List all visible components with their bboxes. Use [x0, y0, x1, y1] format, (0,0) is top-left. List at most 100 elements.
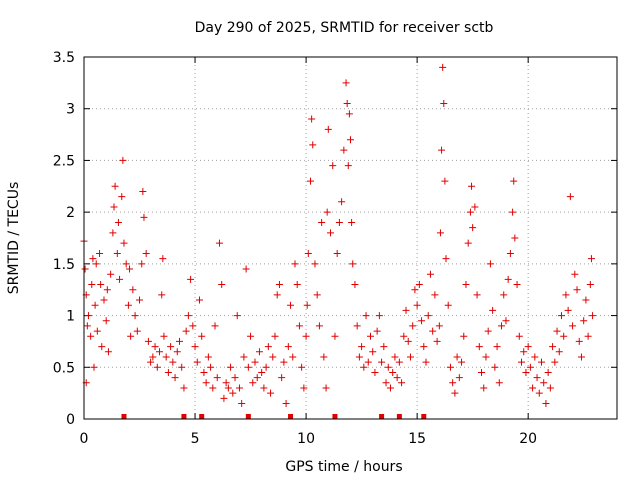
data-point	[393, 374, 401, 382]
data-point	[440, 100, 448, 108]
data-point	[358, 343, 366, 351]
data-point	[355, 353, 363, 361]
data-point	[451, 389, 459, 397]
data-point	[238, 399, 246, 407]
data-point	[114, 218, 122, 226]
data-point	[327, 229, 335, 237]
data-point	[422, 358, 430, 366]
data-point	[84, 312, 92, 320]
data-point	[343, 100, 351, 108]
data-point	[287, 301, 295, 309]
y-tick-label: 2	[66, 205, 75, 221]
data-point	[524, 343, 532, 351]
data-point	[215, 239, 223, 247]
chart-title: Day 290 of 2025, SRMTID for receiver sct…	[195, 20, 494, 36]
data-point	[384, 363, 392, 371]
data-point	[520, 348, 528, 356]
data-point	[100, 296, 108, 304]
data-point	[304, 250, 312, 258]
data-point	[295, 322, 303, 330]
data-point	[289, 353, 297, 361]
data-point	[322, 384, 330, 392]
data-point	[340, 146, 348, 154]
data-point	[546, 384, 554, 392]
data-point	[482, 353, 490, 361]
data-point	[120, 239, 128, 247]
y-tick-label: 1	[66, 309, 75, 325]
data-point	[118, 193, 126, 201]
data-point	[249, 379, 257, 387]
data-point	[298, 363, 306, 371]
data-point	[420, 343, 428, 351]
data-point	[111, 182, 119, 190]
gap-marker	[288, 414, 294, 419]
data-point	[406, 353, 414, 361]
data-point	[255, 348, 263, 356]
data-point	[162, 353, 170, 361]
data-point	[107, 270, 115, 278]
data-point	[269, 353, 277, 361]
x-axis-label: GPS time / hours	[285, 459, 402, 475]
data-point	[98, 343, 106, 351]
gap-marker	[199, 414, 205, 419]
data-point	[127, 332, 135, 340]
data-point	[491, 363, 499, 371]
data-point	[218, 281, 226, 289]
data-point	[309, 141, 317, 149]
data-point	[500, 291, 508, 299]
data-point	[562, 291, 570, 299]
data-point	[529, 384, 537, 392]
data-point	[411, 286, 419, 294]
data-point	[291, 260, 299, 268]
data-point	[81, 265, 89, 273]
y-axis-label: SRMTID / TECUs	[6, 182, 22, 295]
data-point	[83, 322, 91, 330]
data-point	[431, 291, 439, 299]
data-point	[97, 281, 105, 289]
data-point	[211, 322, 219, 330]
data-point	[526, 363, 534, 371]
data-point	[553, 327, 561, 335]
data-point	[87, 332, 95, 340]
data-point	[204, 353, 212, 361]
data-point	[139, 187, 147, 195]
data-point	[584, 332, 592, 340]
data-point	[349, 260, 357, 268]
data-point	[247, 332, 255, 340]
data-point	[202, 379, 210, 387]
data-point	[267, 389, 275, 397]
data-point	[195, 296, 203, 304]
y-tick-label: 1.5	[53, 257, 75, 273]
data-point	[278, 374, 286, 382]
data-point	[235, 384, 243, 392]
data-point	[515, 332, 523, 340]
data-point	[308, 115, 316, 123]
plot-frame	[83, 56, 618, 420]
data-point	[242, 265, 250, 273]
data-point	[126, 265, 134, 273]
data-point	[415, 281, 423, 289]
data-point	[560, 332, 568, 340]
data-point	[473, 291, 481, 299]
data-point	[88, 281, 96, 289]
data-point	[116, 275, 124, 283]
data-point	[382, 379, 390, 387]
data-point	[113, 250, 121, 258]
data-point	[159, 255, 167, 263]
data-point	[302, 332, 310, 340]
data-point	[151, 343, 159, 351]
data-point	[577, 353, 585, 361]
data-point	[380, 343, 388, 351]
data-point	[489, 306, 497, 314]
data-point	[147, 358, 155, 366]
y-tick-label: 0.5	[53, 360, 75, 376]
gap-marker	[121, 414, 127, 419]
data-point	[458, 358, 466, 366]
data-point	[582, 296, 590, 304]
gap-marker	[421, 414, 427, 419]
data-point	[182, 327, 190, 335]
data-point	[104, 348, 112, 356]
data-point	[271, 332, 279, 340]
y-tick-label: 3.5	[53, 50, 75, 66]
data-point	[442, 255, 450, 263]
